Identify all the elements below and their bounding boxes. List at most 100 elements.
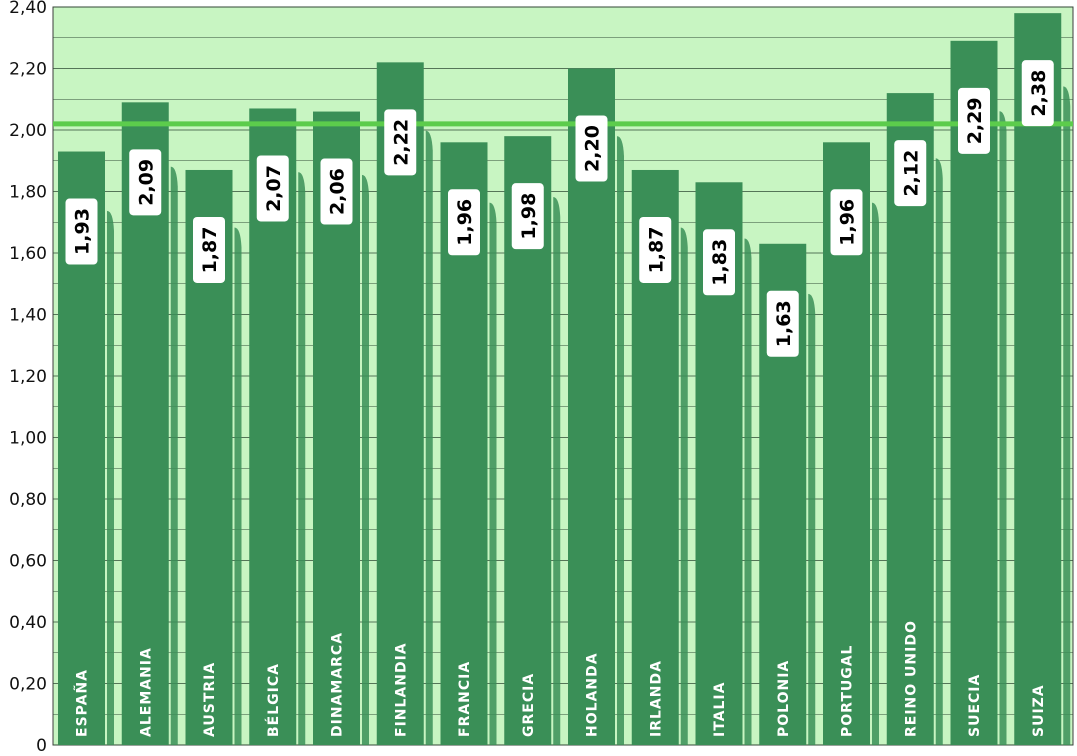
value-label-text: 2,22: [390, 119, 412, 166]
bar-shadow: [872, 202, 879, 745]
value-label-box: [575, 115, 608, 182]
category-label: DINAMARCA: [330, 632, 346, 737]
value-label: 1,96: [448, 189, 480, 256]
value-label-box: [639, 216, 672, 283]
value-label-box: [129, 149, 162, 216]
value-label-text: 1,98: [518, 193, 540, 240]
value-label-text: 1,87: [645, 227, 667, 274]
value-label: 2,38: [1021, 60, 1054, 127]
y-tick-label: 1,40: [9, 306, 47, 326]
value-label-text: 2,20: [582, 125, 604, 172]
bar: [950, 40, 998, 745]
y-tick-label: 2,00: [9, 121, 47, 141]
bar: [376, 62, 424, 746]
value-label: 1,87: [193, 216, 225, 283]
y-tick-label: 1,20: [9, 367, 47, 387]
value-label-box: [830, 189, 863, 256]
value-label: 1,63: [766, 290, 799, 357]
value-label: 2,29: [958, 87, 990, 154]
value-label-box: [958, 87, 990, 154]
y-tick-label: 1,60: [9, 244, 47, 264]
value-label-text: 2,12: [900, 150, 922, 197]
y-tick-label: 1,00: [9, 429, 47, 449]
y-tick-label: 0: [36, 736, 47, 752]
value-label: 2,20: [575, 115, 608, 182]
value-label: 1,93: [65, 198, 98, 265]
bar: [1014, 13, 1062, 745]
y-tick-label: 1,80: [9, 183, 47, 203]
value-label: 2,09: [129, 149, 162, 216]
value-label: 1,83: [703, 229, 735, 296]
category-label: PORTUGAL: [840, 645, 856, 737]
bar-shadow: [489, 202, 497, 745]
y-axis: 0 0,20 0,40 0,60 0,80 1,00 1,20 1,40 1,60 1,80 2,0…: [9, 0, 47, 756]
category-label: FINLANDIA: [393, 642, 409, 737]
value-label-box: [320, 158, 353, 225]
value-label-text: 2,38: [1028, 70, 1050, 117]
bar-shadow: [617, 136, 624, 745]
category-labels: ESPAÑA ALEMANIA AUSTRIA BÉLGICA DINAMARCA FIN…: [74, 620, 1047, 737]
value-label-text: 1,96: [837, 199, 859, 246]
category-label: REINO UNIDO: [903, 620, 919, 737]
category-label: ALEMANIA: [138, 647, 154, 737]
value-label-text: 2,29: [964, 97, 986, 144]
value-label-box: [193, 216, 225, 283]
value-labels: 1,93 2,09 1,87 2,07 2,06 2,22 1,96 1,98 2,20 1,87…: [65, 60, 1054, 357]
y-tick-label: 0,60: [9, 552, 47, 572]
category-label: SUECIA: [967, 674, 983, 737]
value-label: 2,12: [894, 140, 927, 207]
y-tick-label: 0,20: [9, 675, 47, 695]
y-tick-label: 2,40: [9, 0, 47, 18]
value-label-text: 1,87: [199, 227, 221, 274]
bar-shadow: [298, 172, 306, 745]
bar-shadow: [553, 197, 561, 745]
category-label: FRANCIA: [457, 661, 473, 737]
value-label-text: 2,09: [135, 159, 157, 206]
value-label-box: [703, 229, 735, 296]
category-label: IRLANDA: [648, 660, 664, 737]
bar-shadow: [1063, 86, 1071, 745]
value-label: 2,06: [320, 158, 353, 225]
bar-shadow: [744, 238, 752, 746]
category-label: ESPAÑA: [74, 669, 91, 737]
category-label: GRECIA: [521, 673, 537, 737]
bar-shadow: [170, 166, 178, 745]
value-label: 1,98: [511, 183, 544, 250]
value-label-text: 1,93: [72, 208, 94, 255]
value-label-text: 1,83: [709, 239, 731, 286]
bar-shadow: [107, 210, 114, 745]
value-label-box: [766, 290, 799, 357]
value-label: 2,22: [384, 109, 417, 176]
y-tick-label: 2,20: [9, 60, 47, 80]
value-label: 2,07: [256, 155, 289, 222]
y-tick-label: 0,80: [9, 490, 47, 510]
category-label: HOLANDA: [585, 652, 601, 737]
bar-shadow: [808, 293, 816, 745]
bar-shadow: [680, 227, 688, 746]
bar-shadow: [935, 158, 943, 746]
bar-shadow: [425, 130, 433, 746]
value-label-text: 2,06: [327, 168, 349, 215]
value-label-text: 2,07: [263, 165, 285, 212]
category-label: SUIZA: [1031, 684, 1047, 737]
category-label: ITALIA: [712, 682, 728, 737]
y-tick-label: 0,40: [9, 613, 47, 633]
value-label: 1,96: [830, 189, 863, 256]
category-label: POLONIA: [776, 660, 792, 737]
category-label: AUSTRIA: [202, 662, 218, 737]
bar-shadow: [999, 111, 1007, 746]
value-label-text: 1,63: [773, 300, 795, 347]
value-label: 1,87: [639, 216, 672, 283]
value-label-text: 1,96: [454, 199, 476, 246]
value-label-box: [256, 155, 289, 222]
value-label-box: [511, 183, 544, 250]
value-label-box: [1021, 60, 1054, 127]
bar-shadow: [234, 227, 242, 746]
value-label-box: [894, 140, 927, 207]
bar-shadow: [362, 174, 369, 745]
value-label-box: [448, 189, 480, 256]
value-label-box: [384, 109, 417, 176]
value-label-box: [65, 198, 98, 265]
